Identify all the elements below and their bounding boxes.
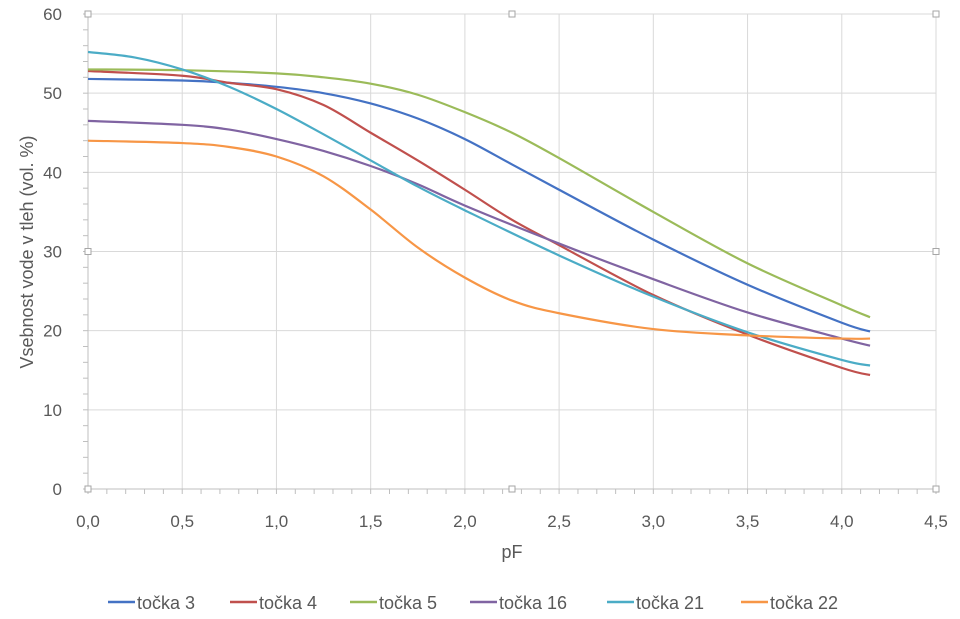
x-tick-label: 2,5 [547,512,571,531]
x-tick-label: 1,5 [359,512,383,531]
y-tick-label: 0 [53,480,62,499]
resize-handle[interactable] [508,10,516,18]
series-line-točka-16 [87,119,871,347]
legend-label: točka 4 [259,593,317,613]
resize-handle[interactable] [932,485,940,493]
resize-handle[interactable] [84,485,92,493]
y-tick-label: 50 [43,84,62,103]
legend-label: točka 3 [137,593,195,613]
resize-handle[interactable] [932,248,940,255]
x-tick-label: 1,0 [265,512,289,531]
y-tick-label: 20 [43,322,62,341]
legend: točka 3 točka 4 točka 5 točka 16 točka 21 toč… [108,593,838,613]
x-tick-label: 3,0 [642,512,666,531]
x-tick-label: 3,5 [736,512,760,531]
x-tick-label: 0,5 [170,512,194,531]
y-tick-label: 40 [43,163,62,182]
legend-label: točka 21 [636,593,704,613]
series-line-točka-22 [87,139,871,340]
resize-handle[interactable] [84,10,92,18]
gridlines [88,13,937,489]
axes [83,13,937,494]
resize-handle[interactable] [508,485,516,493]
series-line-točka-4 [87,69,871,377]
x-tick-label: 0,0 [76,512,100,531]
legend-label: točka 16 [499,593,567,613]
resize-handle[interactable] [84,248,92,255]
x-axis-label: pF [501,542,522,562]
series-lines [87,50,871,377]
series-line-točka-5 [87,68,871,319]
y-tick-label: 60 [43,5,62,24]
x-tick-label: 4,5 [924,512,948,531]
tick-labels: 0 10 20 30 40 50 60 0,0 0,5 1,0 1,5 2,0 2,5 3,0 3,5 4,0… [43,5,948,531]
x-tick-label: 2,0 [453,512,477,531]
series-line-točka-21 [87,50,871,367]
y-tick-label: 10 [43,401,62,420]
y-axis-label: Vsebnost vode v tleh (vol. %) [17,135,37,368]
legend-label: točka 22 [770,593,838,613]
resize-handle[interactable] [932,10,940,18]
x-tick-label: 4,0 [830,512,854,531]
y-tick-label: 30 [43,243,62,262]
selection-handles[interactable] [84,10,940,493]
legend-label: točka 5 [379,593,437,613]
